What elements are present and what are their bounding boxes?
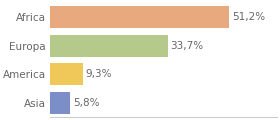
Bar bbox=[50, 63, 83, 85]
Bar bbox=[50, 35, 168, 57]
Text: 33,7%: 33,7% bbox=[171, 41, 204, 51]
Text: 5,8%: 5,8% bbox=[73, 98, 100, 108]
Text: 51,2%: 51,2% bbox=[232, 12, 265, 22]
Text: 9,3%: 9,3% bbox=[85, 69, 112, 79]
Bar bbox=[50, 92, 70, 114]
Bar bbox=[50, 6, 229, 28]
